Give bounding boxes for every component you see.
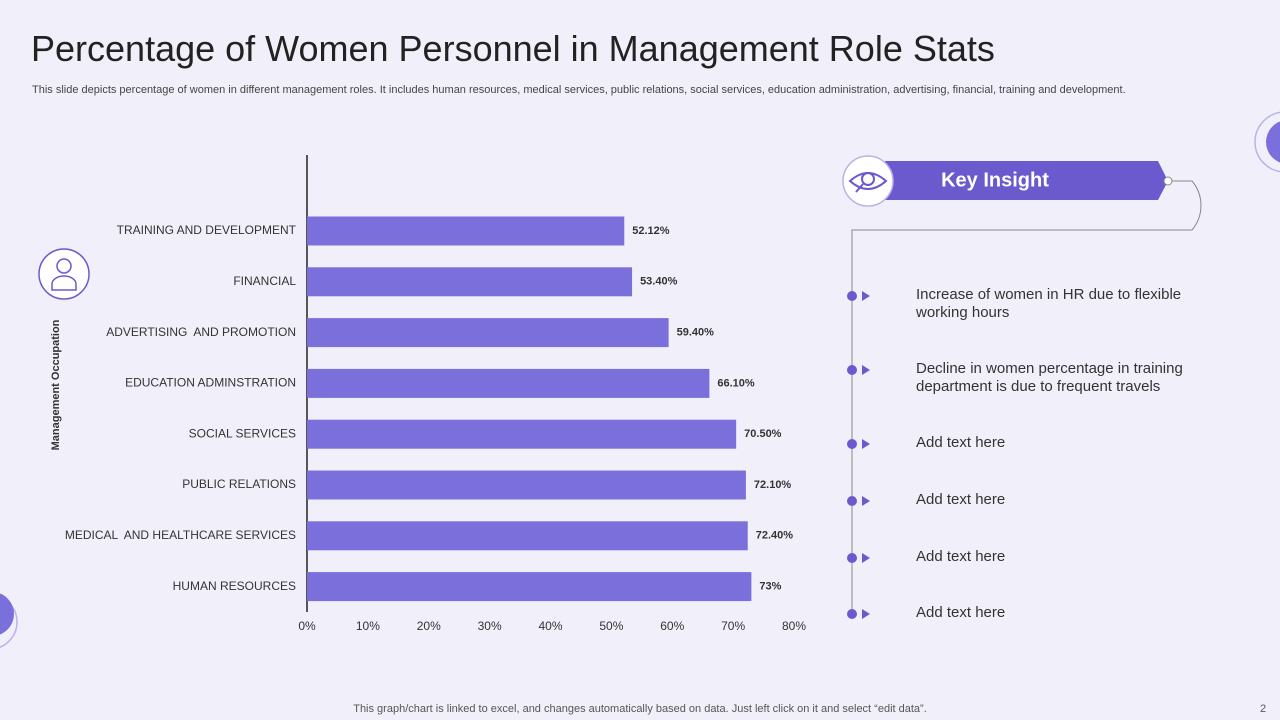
decor [1254, 111, 1280, 173]
value-label: 70.50% [744, 428, 782, 440]
y-tick-label: TRAINING AND DEVELOPMENT [117, 223, 297, 237]
value-label: 73% [759, 581, 781, 593]
bar [307, 521, 748, 551]
bullet-arrow [862, 439, 870, 449]
y-tick-label: FINANCIAL [233, 274, 296, 288]
x-tick-label: 20% [417, 619, 441, 633]
value-label: 66.10% [717, 377, 755, 389]
x-tick-label: 50% [599, 619, 623, 633]
decor [1163, 176, 1173, 186]
decor [0, 593, 14, 635]
bullet [847, 496, 857, 506]
bar [307, 318, 669, 348]
insight-text: Add text here [916, 491, 1006, 508]
bar [307, 216, 625, 246]
bar [307, 572, 752, 602]
y-tick-label: ADVERTISING AND PROMOTION [106, 325, 296, 339]
y-tick-label: PUBLIC RELATIONS [182, 477, 296, 491]
bullet [847, 553, 857, 563]
decor [1266, 121, 1280, 163]
x-tick-label: 40% [538, 619, 562, 633]
value-label: 53.40% [640, 276, 678, 288]
bullet [847, 609, 857, 619]
bullet-arrow [862, 609, 870, 619]
insight-icon [842, 155, 894, 207]
insight-text: Decline in women percentage in training … [916, 360, 1183, 395]
bullet [847, 439, 857, 449]
x-tick-label: 70% [721, 619, 745, 633]
subtitle: This slide depicts percentage of women i… [32, 84, 1126, 96]
bullet-arrow [862, 365, 870, 375]
person-icon [38, 248, 90, 300]
value-label: 72.10% [754, 479, 792, 491]
bar [307, 267, 633, 297]
y-tick-label: HUMAN RESOURCES [173, 579, 296, 593]
connector [851, 180, 1202, 232]
bullet-arrow [862, 291, 870, 301]
page-number: 2 [1260, 703, 1266, 715]
bar [307, 368, 710, 398]
bar [307, 419, 737, 449]
insight-text: Increase of women in HR due to flexible … [916, 286, 1182, 321]
footer: This graph/chart is linked to excel, and… [353, 703, 927, 715]
value-label: 72.40% [756, 530, 794, 542]
x-tick-label: 0% [298, 619, 316, 633]
insight-text: Add text here [916, 548, 1006, 565]
x-tick-label: 60% [660, 619, 684, 633]
bar [307, 470, 746, 500]
bullet [847, 365, 857, 375]
decor [0, 596, 18, 648]
insight-text: Add text here [916, 604, 1006, 621]
x-tick-label: 80% [782, 619, 806, 633]
title: Percentage of Women Personnel in Managem… [31, 28, 995, 69]
x-tick-label: 30% [478, 619, 502, 633]
y-tick-label: MEDICAL AND HEALTHCARE SERVICES [65, 528, 296, 542]
insight-heading: Key Insight [941, 169, 1049, 191]
y-axis-label: Management Occupation [50, 319, 62, 450]
banner [885, 161, 1168, 200]
eye-icon [848, 172, 888, 193]
bullet-arrow [862, 553, 870, 563]
bullet-arrow [862, 496, 870, 506]
value-label: 52.12% [632, 225, 670, 237]
bullet [847, 291, 857, 301]
insight-text: Add text here [916, 434, 1006, 451]
y-tick-label: SOCIAL SERVICES [189, 426, 296, 440]
x-tick-label: 10% [356, 619, 380, 633]
value-label: 59.40% [677, 327, 715, 339]
y-tick-label: EDUCATION ADMINSTRATION [125, 376, 296, 390]
